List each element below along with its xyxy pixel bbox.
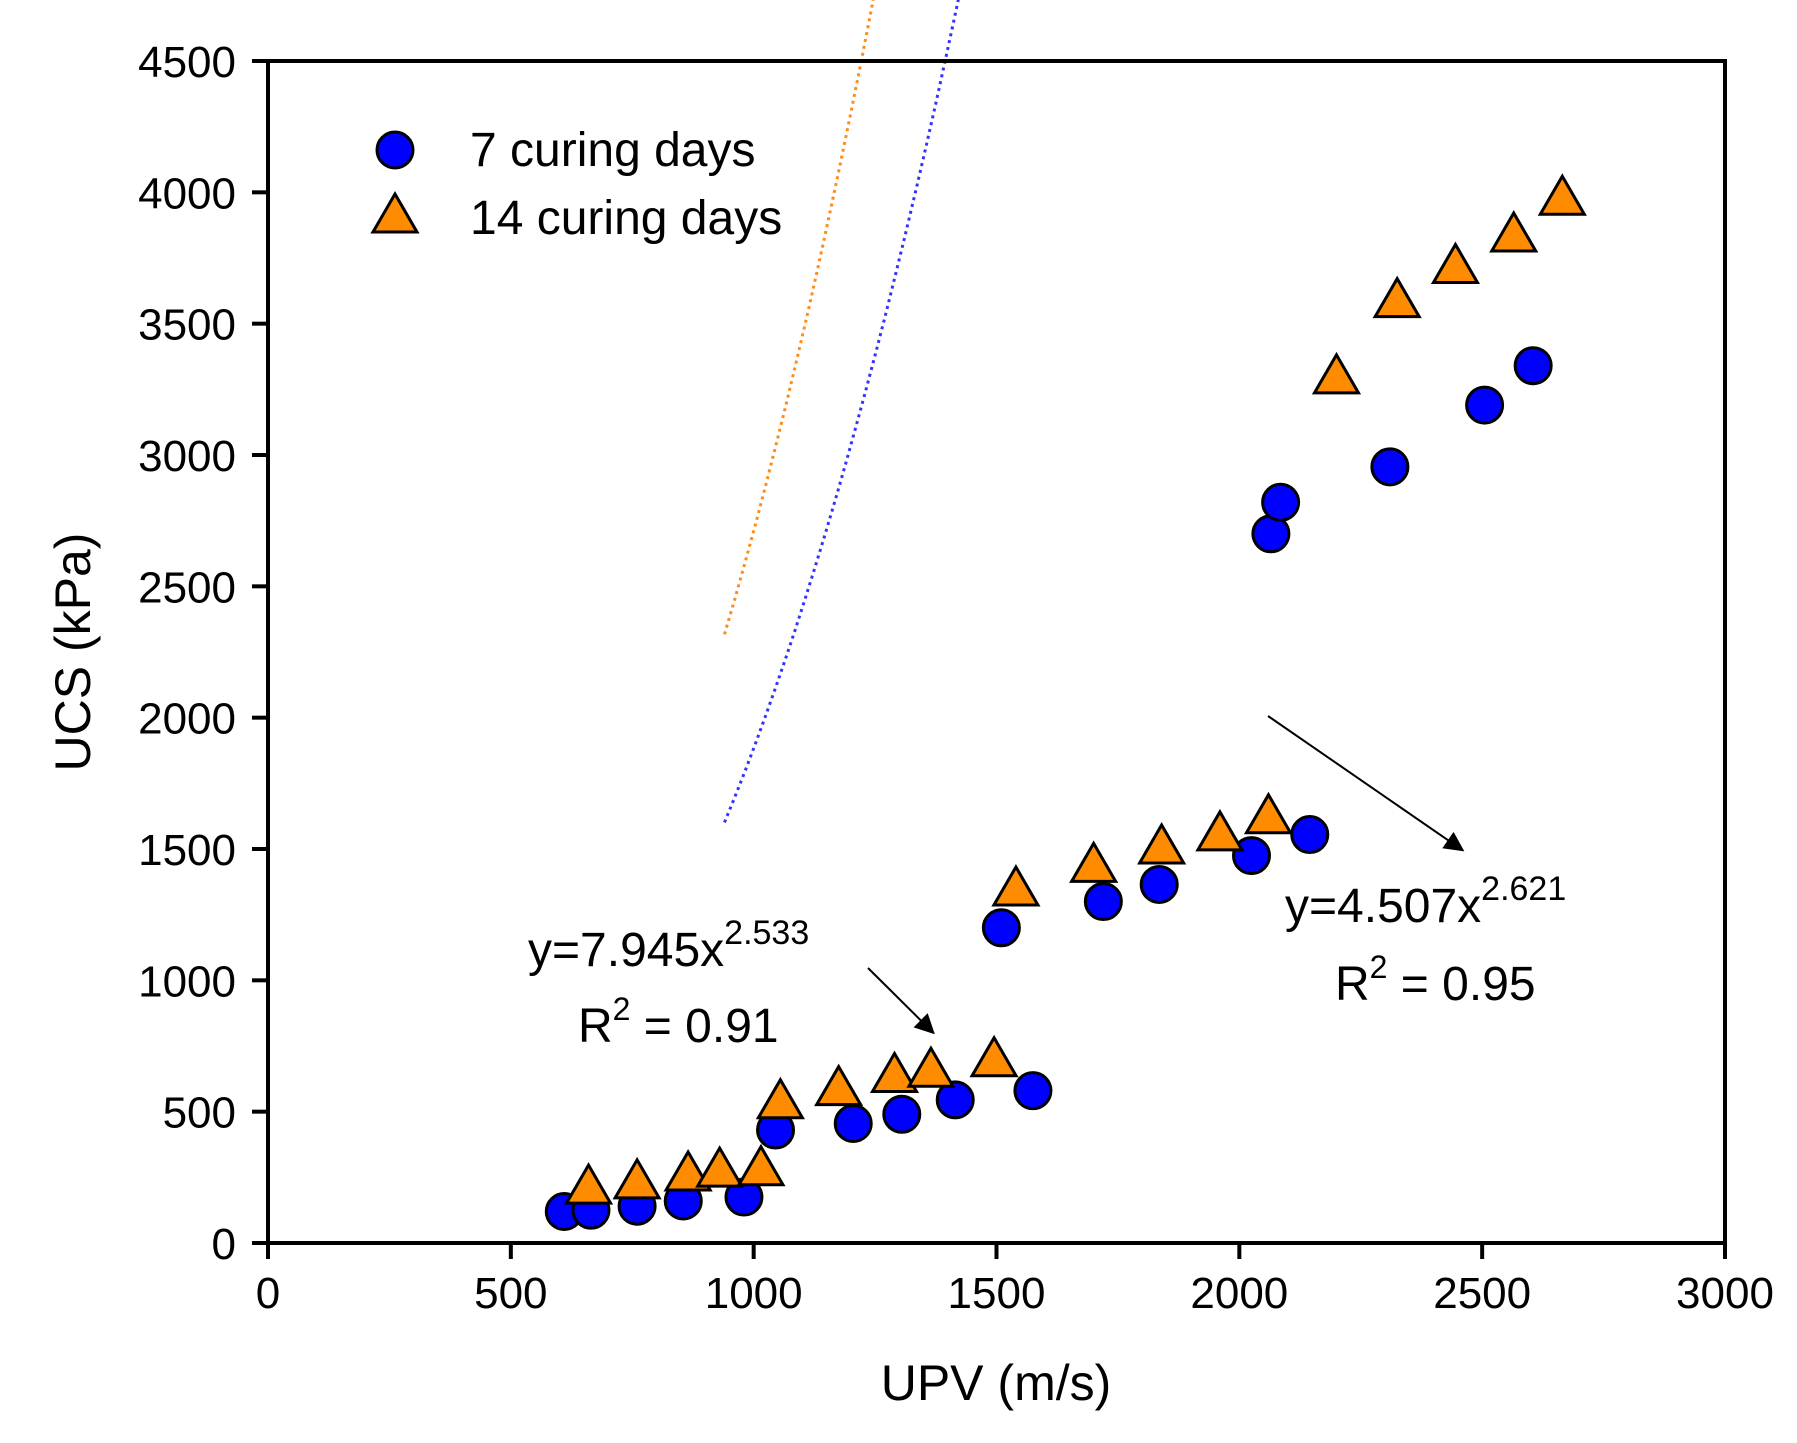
r-squared-14-days-sup: 2 <box>613 991 631 1027</box>
annotation-7-days: y=4.507x2.621 R2 = 0.95 <box>1267 715 1566 1011</box>
legend: 7 curing days 14 curing days <box>370 124 782 245</box>
data-point-triangle <box>814 1063 864 1107</box>
data-point-triangle <box>1243 791 1294 835</box>
data-point-triangle <box>969 1034 1019 1078</box>
equation-7-days-base: y=4.507x <box>1285 880 1481 933</box>
legend-label-14-days: 14 curing days <box>470 192 782 245</box>
y-tick-label: 1500 <box>138 826 236 875</box>
data-point-triangle <box>1069 840 1119 883</box>
equation-7-days: y=4.507x2.621 <box>1285 870 1566 933</box>
legend-label-7-days: 7 curing days <box>470 124 756 177</box>
data-point-triangle <box>1430 241 1481 285</box>
data-point-triangle <box>563 1162 614 1205</box>
data-point-triangle <box>1372 275 1422 319</box>
data-point-triangle <box>906 1045 956 1088</box>
data-point-circle <box>935 1080 975 1120</box>
x-tick-label: 3000 <box>1676 1269 1774 1318</box>
equation-14-days-exponent: 2.533 <box>724 914 809 952</box>
data-point-circle <box>1370 447 1410 487</box>
x-axis-title: UPV (m/s) <box>881 1355 1112 1411</box>
y-tick-label: 3000 <box>138 432 236 481</box>
x-tick-label: 2500 <box>1433 1269 1531 1318</box>
y-tick-label: 3500 <box>138 301 236 350</box>
data-point-circle <box>1465 385 1505 425</box>
x-axis-ticks: 0 500 1000 1500 2000 2500 3000 <box>256 1243 1774 1318</box>
arrow-14-days <box>867 967 935 1035</box>
data-markers <box>544 173 1587 1231</box>
data-point-circle <box>882 1094 922 1134</box>
trendline-series-0 <box>723 0 960 823</box>
data-point-circle <box>833 1103 873 1143</box>
data-point-circle <box>1013 1071 1053 1111</box>
data-point-triangle <box>663 1149 713 1192</box>
y-axis-ticks: 0 500 1000 1500 2000 2500 3000 3500 4000 4500 <box>138 38 268 1269</box>
y-tick-label: 500 <box>163 1089 236 1138</box>
data-point-circle <box>1290 815 1330 855</box>
x-tick-label: 1000 <box>705 1269 803 1318</box>
equation-14-days: y=7.945x2.533 <box>528 914 809 977</box>
x-tick-label: 1500 <box>948 1269 1046 1318</box>
r-squared-7-days: R2 = 0.95 <box>1335 949 1536 1011</box>
legend-marker-circle <box>375 130 415 170</box>
r-squared-7-days-label: R <box>1335 958 1370 1011</box>
y-tick-label: 2000 <box>138 695 236 744</box>
data-point-triangle <box>1537 173 1587 216</box>
data-point-triangle <box>1311 351 1362 395</box>
data-point-triangle <box>736 1143 786 1187</box>
data-point-triangle <box>1489 209 1539 253</box>
data-point-circle <box>1139 864 1179 904</box>
y-axis-title: UCS (kPa) <box>45 533 101 772</box>
equation-7-days-exponent: 2.621 <box>1481 870 1566 908</box>
r-squared-14-days-value: = 0.91 <box>630 1000 778 1053</box>
data-point-circle <box>1231 836 1271 876</box>
data-point-circle <box>1083 882 1123 922</box>
data-point-triangle <box>755 1076 805 1120</box>
data-point-triangle <box>869 1050 920 1094</box>
equation-14-days-base: y=7.945x <box>528 924 724 977</box>
r-squared-14-days: R2 = 0.91 <box>578 991 779 1053</box>
r-squared-14-days-label: R <box>578 1000 613 1053</box>
data-point-triangle <box>695 1145 745 1188</box>
y-tick-label: 4500 <box>138 38 236 87</box>
x-tick-label: 500 <box>474 1269 547 1318</box>
y-tick-label: 4000 <box>138 169 236 218</box>
data-point-triangle <box>612 1156 662 1200</box>
y-tick-label: 2500 <box>138 563 236 612</box>
annotation-14-days: y=7.945x2.533 R2 = 0.91 <box>528 914 935 1053</box>
trendlines <box>723 0 960 823</box>
data-point-circle <box>981 908 1021 948</box>
x-tick-label: 0 <box>256 1269 280 1318</box>
trendline-series-1 <box>723 0 875 635</box>
arrow-7-days <box>1267 715 1465 852</box>
data-point-triangle <box>991 864 1041 907</box>
y-tick-label: 0 <box>212 1220 236 1269</box>
data-point-triangle <box>1195 808 1245 852</box>
y-tick-label: 1000 <box>138 957 236 1006</box>
r-squared-7-days-value: = 0.95 <box>1387 958 1535 1011</box>
data-point-circle <box>1513 346 1553 386</box>
r-squared-7-days-sup: 2 <box>1370 949 1388 985</box>
legend-marker-triangle <box>370 191 420 234</box>
data-point-triangle <box>1137 822 1187 865</box>
data-point-circle <box>1261 482 1301 522</box>
x-tick-label: 2000 <box>1190 1269 1288 1318</box>
